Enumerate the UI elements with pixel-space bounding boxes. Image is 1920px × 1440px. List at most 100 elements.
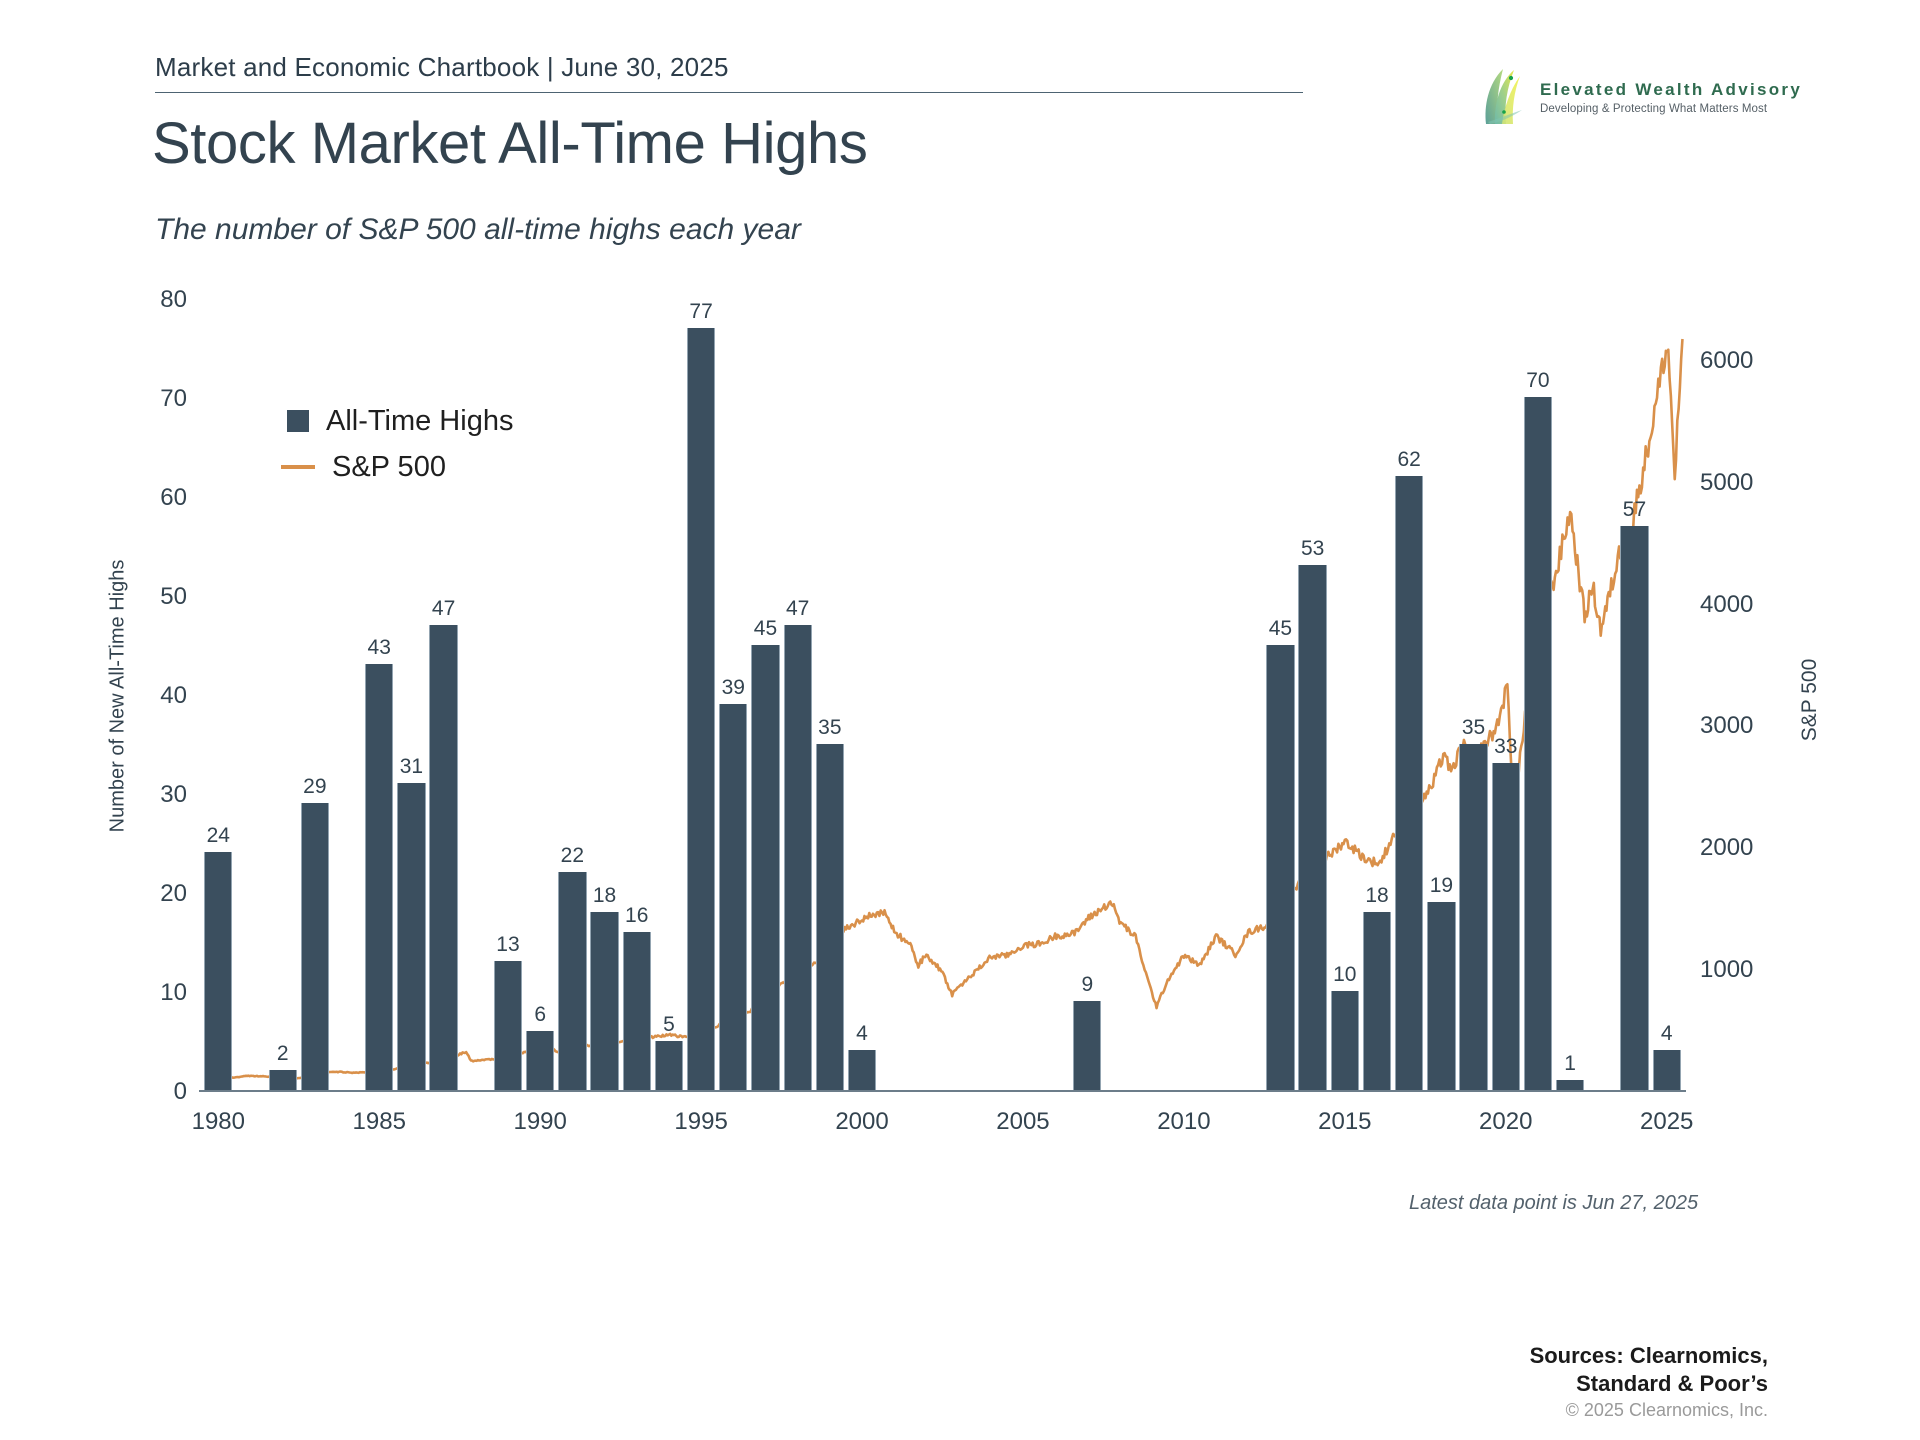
x-axis-tick-2010: 2010 — [1157, 1108, 1211, 1135]
bar-1995: 77 — [686, 300, 716, 1090]
y-axis-tick-20: 20 — [160, 880, 187, 907]
logo-text-block: Elevated Wealth Advisory Developing & Pr… — [1540, 80, 1802, 115]
x-axis-tick-1990: 1990 — [513, 1108, 567, 1135]
page-title: Stock Market All-Time Highs — [152, 111, 868, 176]
bar-1994: 5 — [654, 1013, 684, 1090]
bar-2007: 9 — [1073, 973, 1102, 1090]
bar-value-label-1980: 24 — [206, 824, 230, 848]
bar-1986: 31 — [397, 755, 426, 1090]
x-axis-tick-2015: 2015 — [1318, 1108, 1372, 1135]
bar-value-label-1990: 6 — [534, 1002, 546, 1026]
bar-value-label-2021: 70 — [1526, 369, 1550, 392]
bar-value-label-2013: 45 — [1268, 616, 1293, 640]
bar-value-label-1993: 16 — [625, 903, 649, 927]
x-axis-line — [199, 1090, 1686, 1092]
legend-label-all-time-highs: All-Time Highs — [326, 404, 514, 437]
bar-value-label-2017: 62 — [1397, 448, 1421, 472]
bar-2017: 62 — [1395, 448, 1424, 1090]
latest-data-point-note: Latest data point is Jun 27, 2025 — [1409, 1192, 1699, 1214]
bar-value-label-2007: 9 — [1081, 972, 1094, 996]
bar-2015: 10 — [1330, 963, 1359, 1090]
bar-value-label-1987: 47 — [431, 596, 456, 620]
bar-value-label-2019: 35 — [1461, 715, 1486, 739]
bar-value-label-1997: 45 — [753, 616, 778, 640]
y-axis-tick-10: 10 — [160, 979, 187, 1006]
y-axis-tick-70: 70 — [160, 385, 187, 412]
bar-value-label-1982: 2 — [276, 1042, 289, 1066]
bar-value-label-1983: 29 — [303, 774, 327, 798]
bar-value-label-2000: 4 — [856, 1022, 868, 1046]
bar-1997: 45 — [751, 617, 780, 1090]
bar-value-label-2014: 53 — [1300, 537, 1325, 561]
y-axis-tick-50: 50 — [160, 583, 187, 610]
bar-value-label-2020: 33 — [1494, 735, 1518, 759]
y-axis-tick-30: 30 — [160, 781, 187, 808]
bar-1991: 22 — [558, 844, 587, 1090]
bar-value-label-1994: 5 — [663, 1012, 675, 1036]
x-axis-tick-2005: 2005 — [996, 1108, 1050, 1135]
x-axis-tick-1980: 1980 — [191, 1108, 245, 1135]
bar-1989: 13 — [493, 933, 523, 1090]
bar-1987: 47 — [429, 597, 458, 1090]
chartbook-subheading: Market and Economic Chartbook | June 30,… — [155, 52, 729, 82]
bar-value-label-1996: 39 — [721, 675, 745, 699]
bar-value-label-1992: 18 — [592, 883, 617, 907]
bar-1982: 2 — [268, 1042, 297, 1090]
y2-axis-tick-5000: 5000 — [1700, 468, 1754, 496]
y-axis-tick-60: 60 — [160, 484, 187, 511]
bar-value-label-2022: 1 — [1564, 1052, 1576, 1076]
bar-1992: 18 — [590, 884, 619, 1090]
bar-2000: 4 — [847, 1022, 877, 1090]
bar-2013: 45 — [1266, 617, 1295, 1090]
bar-value-label-2025: 4 — [1660, 1022, 1673, 1046]
sources-line-1: Sources: Clearnomics, — [1529, 1343, 1768, 1368]
bar-1980: 24 — [204, 824, 233, 1090]
x-axis-tick-2020: 2020 — [1479, 1108, 1533, 1135]
bar-2014: 53 — [1298, 537, 1327, 1090]
brand-logo: Elevated Wealth Advisory Developing & Pr… — [1478, 62, 1800, 132]
bar-2019: 35 — [1459, 716, 1488, 1090]
bar-2016: 18 — [1362, 884, 1392, 1090]
bar-1996: 39 — [719, 676, 748, 1090]
y2-axis-title: S&P 500 — [1798, 658, 1821, 742]
bar-value-label-1998: 47 — [785, 596, 810, 620]
page-subtitle: The number of S&P 500 all-time highs eac… — [155, 213, 801, 246]
y2-axis-tick-3000: 3000 — [1700, 712, 1754, 740]
y-axis-title: Number of New All-Time Highs — [106, 559, 129, 833]
y-axis-tick-0: 0 — [173, 1078, 187, 1105]
chart-legend: All-Time Highs S&P 500 — [281, 398, 513, 490]
bar-value-label-2015: 10 — [1333, 963, 1357, 986]
bar-1999: 35 — [815, 716, 844, 1090]
bar-value-label-2016: 18 — [1365, 883, 1389, 907]
legend-square-icon — [287, 410, 309, 432]
legend-label-sp500: S&P 500 — [332, 450, 446, 483]
bar-value-label-2018: 19 — [1429, 873, 1454, 897]
y2-axis-tick-6000: 6000 — [1700, 346, 1754, 374]
bar-1983: 29 — [300, 775, 330, 1090]
bar-2021: 70 — [1523, 369, 1553, 1090]
y-axis-tick-40: 40 — [160, 682, 187, 709]
x-axis-tick-1985: 1985 — [352, 1108, 406, 1135]
header-bar: Market and Economic Chartbook | June 30,… — [155, 52, 1305, 93]
x-axis-tick-1995: 1995 — [674, 1108, 728, 1135]
bar-value-label-1985: 43 — [367, 636, 391, 660]
bar-2018: 19 — [1427, 874, 1456, 1090]
bar-value-label-1999: 35 — [818, 715, 842, 739]
bar-value-label-1991: 22 — [560, 844, 585, 868]
copyright-notice: © 2025 Clearnomics, Inc. — [1565, 1400, 1768, 1420]
y-axis-tick-80: 80 — [160, 286, 187, 313]
legend-item-all-time-highs: All-Time Highs — [283, 398, 513, 444]
y2-axis-tick-2000: 2000 — [1700, 834, 1754, 862]
bar-value-label-1986: 31 — [399, 755, 424, 779]
x-axis-tick-2000: 2000 — [835, 1108, 889, 1135]
bar-2020: 33 — [1491, 735, 1520, 1090]
bar-value-label-2024: 57 — [1622, 497, 1647, 521]
bar-1993: 16 — [622, 904, 651, 1090]
y2-axis-tick-1000: 1000 — [1700, 956, 1754, 984]
logo-tagline: Developing & Protecting What Matters Mos… — [1540, 102, 1768, 115]
legend-line-icon — [281, 465, 315, 469]
bar-value-label-1989: 13 — [496, 933, 520, 957]
bar-value-label-1995: 77 — [689, 299, 713, 323]
leaf-logo-icon — [1485, 69, 1522, 124]
sources-line-2: Standard & Poor’s — [1576, 1371, 1768, 1397]
